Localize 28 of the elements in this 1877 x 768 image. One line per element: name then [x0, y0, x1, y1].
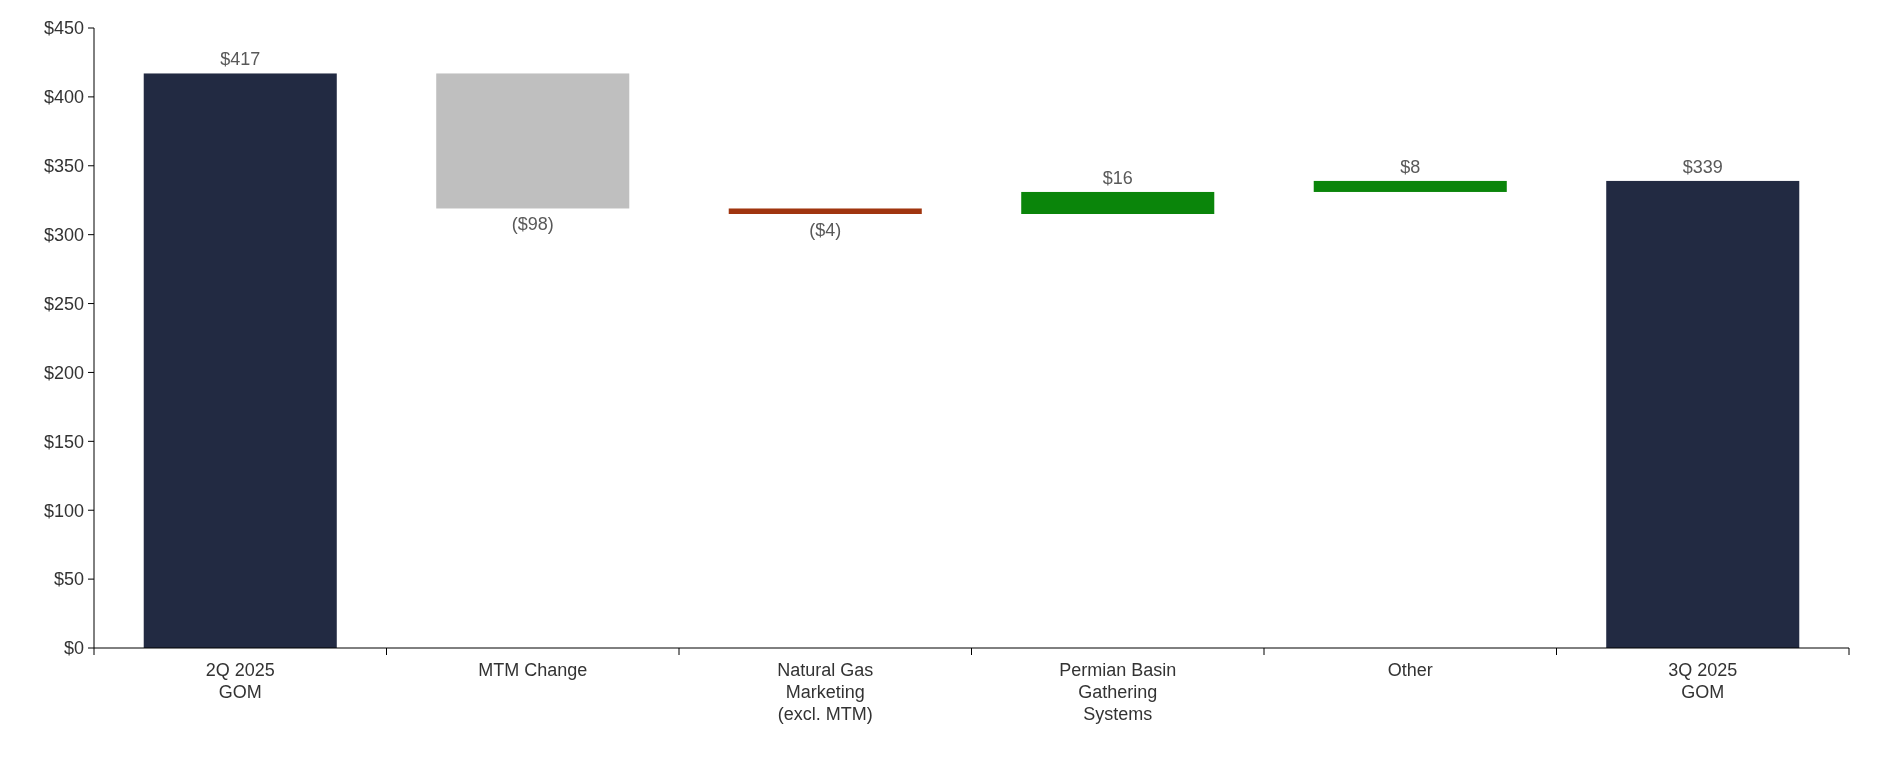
y-tick-label: $0 — [63, 638, 84, 659]
bar — [1313, 180, 1507, 192]
bar — [143, 73, 337, 648]
y-tick-label: $400 — [43, 87, 84, 108]
y-tick-label: $300 — [43, 224, 84, 245]
bar — [436, 73, 630, 209]
y-tick-label: $350 — [43, 156, 84, 177]
data-label: $16 — [1102, 167, 1133, 188]
data-label: $339 — [1682, 156, 1723, 177]
bar — [728, 208, 922, 214]
y-tick-label: $200 — [43, 362, 84, 383]
x-tick-label: 3Q 2025 GOM — [1668, 660, 1738, 702]
bar — [1606, 180, 1800, 648]
bar — [1021, 191, 1215, 214]
y-tick-label: $250 — [43, 293, 84, 314]
data-label: ($98) — [511, 214, 554, 235]
x-tick-label: Natural Gas Marketing (excl. MTM) — [777, 660, 874, 724]
data-label: $8 — [1400, 156, 1421, 177]
x-tick-label: Permian Basin Gathering Systems — [1059, 660, 1177, 724]
x-tick-label: MTM Change — [478, 660, 588, 680]
data-label: $417 — [220, 49, 261, 70]
y-tick-label: $150 — [43, 431, 84, 452]
y-tick-label: $450 — [43, 18, 84, 39]
y-tick-label: $100 — [43, 500, 84, 521]
y-tick-label: $50 — [53, 569, 84, 590]
x-tick-label: Other — [1387, 660, 1433, 680]
x-tick-label: 2Q 2025 GOM — [205, 660, 275, 702]
data-label: ($4) — [809, 220, 842, 240]
